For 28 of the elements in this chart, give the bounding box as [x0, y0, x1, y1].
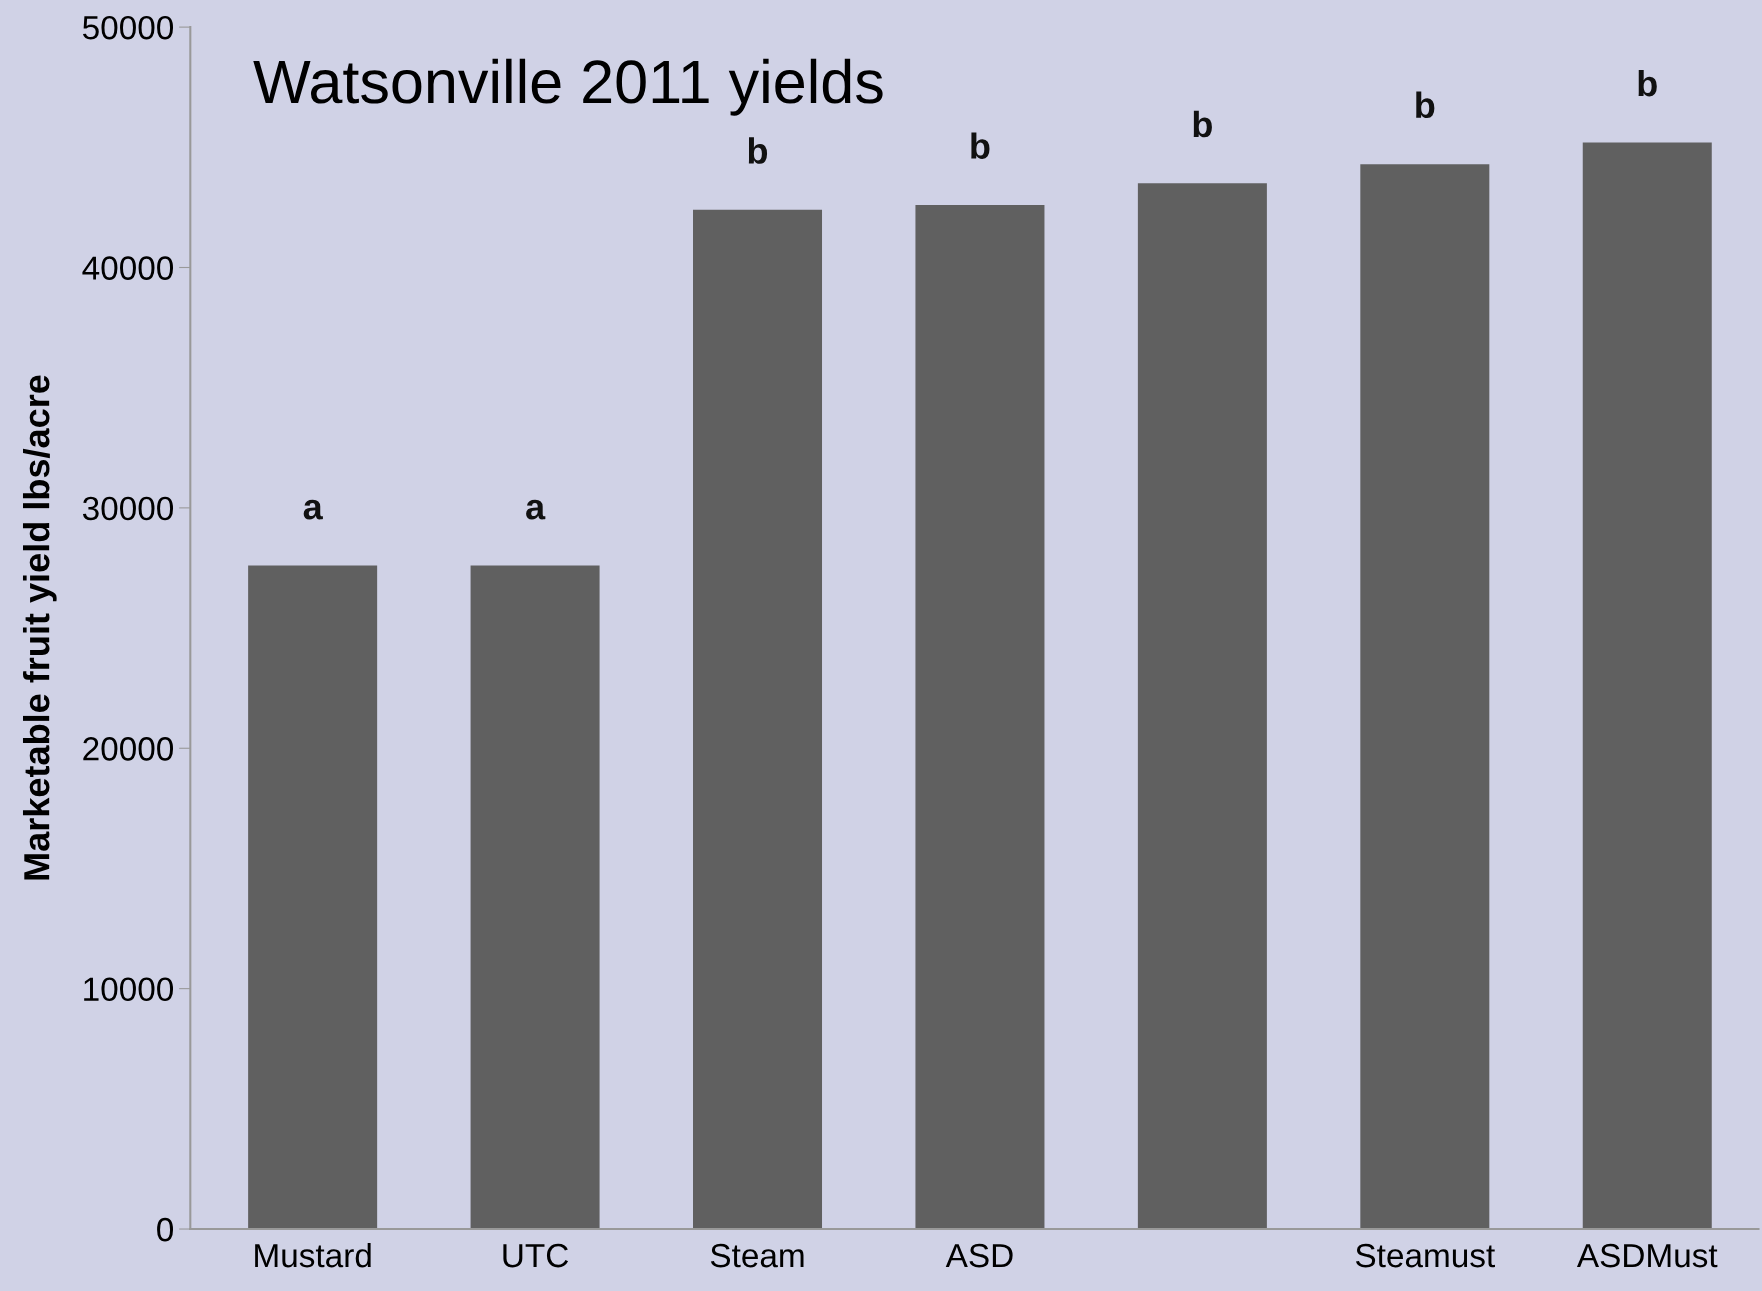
- bar: [470, 565, 600, 1230]
- data-label: b: [971, 132, 990, 159]
- bar: [1360, 164, 1490, 1230]
- bar: [915, 205, 1045, 1230]
- bar: [248, 565, 378, 1230]
- data-label: b: [1416, 91, 1435, 119]
- x-tick-label: Steamust: [1355, 1243, 1495, 1268]
- bar: [1582, 142, 1712, 1230]
- data-label: a: [303, 499, 323, 520]
- chart-title: Watsonville 2011 yields: [253, 58, 883, 116]
- y-tick-label: 20000: [83, 737, 174, 761]
- x-tick-label: UTC: [503, 1243, 569, 1268]
- y-axis-title: Marketable fruit yield lbs/acre: [22, 375, 57, 880]
- y-tick-label: 50000: [82, 15, 174, 40]
- x-tick-label: Mustard: [255, 1242, 371, 1268]
- x-tick-label: ASDMust: [1576, 1243, 1718, 1268]
- y-tick-label: 10000: [84, 977, 174, 1002]
- y-tick-label: 0: [157, 1217, 174, 1242]
- data-label: b: [1193, 110, 1212, 138]
- data-label: a: [526, 499, 546, 520]
- bar: [1137, 183, 1267, 1230]
- data-label: b: [748, 137, 768, 164]
- x-tick-label: Steam: [710, 1243, 804, 1268]
- data-label: b: [1638, 69, 1657, 97]
- x-tick-label: ASD: [945, 1243, 1013, 1268]
- bar: [693, 209, 823, 1230]
- y-tick-label: 40000: [82, 256, 174, 280]
- y-tick-label: 30000: [82, 496, 174, 521]
